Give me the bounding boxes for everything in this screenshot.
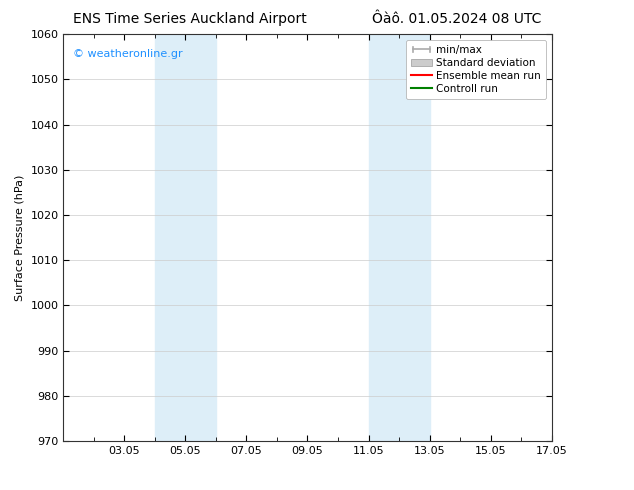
Legend: min/max, Standard deviation, Ensemble mean run, Controll run: min/max, Standard deviation, Ensemble me…: [406, 40, 547, 99]
Text: © weatheronline.gr: © weatheronline.gr: [73, 49, 183, 58]
Bar: [368, 34, 430, 441]
Text: Ôàô. 01.05.2024 08 UTC: Ôàô. 01.05.2024 08 UTC: [372, 12, 541, 26]
Text: ENS Time Series Auckland Airport: ENS Time Series Auckland Airport: [74, 12, 307, 26]
Bar: [155, 34, 216, 441]
Y-axis label: Surface Pressure (hPa): Surface Pressure (hPa): [15, 174, 25, 301]
